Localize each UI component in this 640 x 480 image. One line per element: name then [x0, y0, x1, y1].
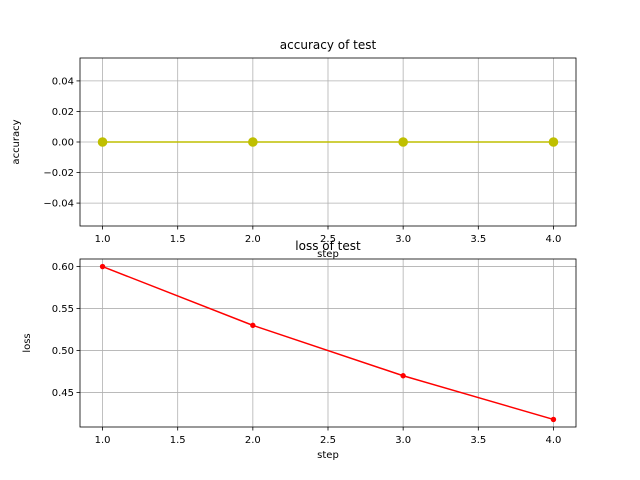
- loss-x-axis-label: step: [317, 450, 339, 461]
- loss-x-tick-label: 2.5: [320, 435, 336, 446]
- loss-x-tick-label: 2.0: [245, 435, 261, 446]
- accuracy-data-point: [548, 137, 559, 147]
- loss-y-tick-label: 0.50: [52, 346, 74, 357]
- accuracy-y-tick-label: 0.00: [52, 138, 74, 149]
- accuracy-x-tick-label: 3.0: [395, 234, 411, 245]
- accuracy-x-tick-label: 2.5: [320, 234, 336, 245]
- loss-y-tick-label: 0.60: [52, 262, 74, 273]
- loss-chart: 1.0 1.5 2.0 2.5 3.0 3.5 4.0 0.45 0.50 0.55 0.60 ste…: [22, 239, 577, 461]
- accuracy-x-tick-label: 1.5: [170, 234, 186, 245]
- accuracy-x-tick-label: 4.0: [546, 234, 562, 245]
- accuracy-y-tick-label: 0.04: [52, 77, 74, 88]
- accuracy-chart-title: accuracy of test: [280, 38, 377, 52]
- loss-data-point: [99, 263, 106, 270]
- loss-data-point: [400, 373, 406, 379]
- accuracy-y-tick-label: −0.04: [43, 199, 74, 210]
- accuracy-x-tick-label: 3.5: [470, 234, 486, 245]
- loss-x-tick-label: 1.0: [95, 435, 111, 446]
- loss-series-line: [102, 265, 554, 421]
- loss-y-axis-label: loss: [22, 333, 33, 352]
- accuracy-chart: 1.0 1.5 2.0 2.5 3.0 3.5 4.0 −0.04 −0.02 0.00 0.02 0…: [11, 38, 577, 260]
- loss-x-tick-label: 3.5: [470, 435, 486, 446]
- accuracy-x-tick-label: 2.0: [245, 234, 261, 245]
- accuracy-y-axis-label: accuracy: [11, 119, 22, 164]
- loss-x-tick-label: 1.5: [170, 435, 186, 446]
- accuracy-x-tick-label: 1.0: [95, 234, 111, 245]
- accuracy-y-tick-label: −0.02: [43, 168, 74, 179]
- accuracy-data-point: [97, 137, 108, 147]
- loss-y-tick-label: 0.45: [52, 388, 74, 399]
- loss-x-tick-label: 4.0: [546, 435, 562, 446]
- loss-x-tick-label: 3.0: [395, 435, 411, 446]
- accuracy-y-tick-label: 0.02: [52, 107, 74, 118]
- loss-chart-title: loss of test: [295, 239, 361, 253]
- accuracy-data-point: [248, 137, 258, 147]
- loss-data-point: [550, 416, 557, 423]
- accuracy-data-point: [398, 137, 408, 147]
- loss-data-point: [250, 322, 256, 329]
- accuracy-x-axis-label: step: [317, 249, 339, 260]
- loss-y-tick-label: 0.55: [52, 304, 74, 315]
